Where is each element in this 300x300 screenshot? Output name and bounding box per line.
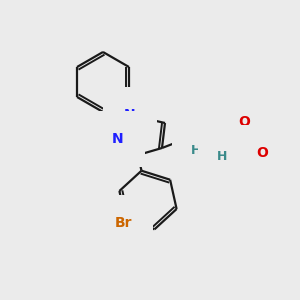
Text: Br: Br bbox=[115, 216, 133, 230]
Text: O: O bbox=[238, 115, 250, 129]
Text: N: N bbox=[112, 132, 124, 146]
Text: H: H bbox=[191, 145, 201, 158]
Text: O: O bbox=[256, 146, 268, 160]
Text: H: H bbox=[217, 149, 227, 163]
Text: N: N bbox=[124, 108, 136, 122]
